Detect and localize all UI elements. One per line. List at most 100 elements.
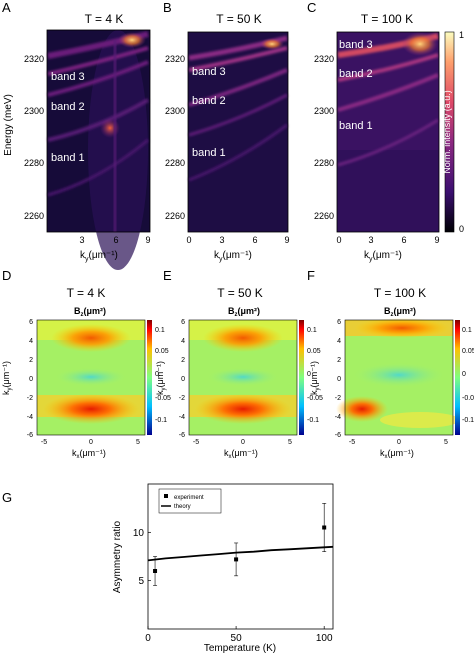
field-ytick-e: 0 [181, 376, 185, 383]
field-cbar-tick-e: 0 [307, 371, 311, 378]
spectrum-xtick-c: 9 [434, 235, 439, 245]
field-colorbar-ticks-e: 0.1 0.05 0 -0.05 -0.1 [307, 327, 323, 424]
spectrum-ytick-b: 2320 [165, 54, 185, 64]
spectrum-xtick-b: 0 [186, 235, 191, 245]
x-label-subscript: y [85, 256, 89, 263]
spectrum-x-axis-label-b: ky(μm⁻¹) [214, 250, 252, 263]
field-ytick-f: 6 [337, 319, 341, 326]
spectrum-x-axis-label-c: ky(μm⁻¹) [364, 250, 402, 263]
x-tick-label: 100 [316, 633, 333, 644]
x-label-unit: (μm⁻¹) [373, 250, 402, 261]
x-label-symbol: k [72, 448, 77, 458]
map-label: Bz(μm²) [384, 306, 416, 318]
y-axis-label: Asymmetry ratio [112, 520, 123, 593]
field-colorbar-ticks-f: 0.1 0.05 0 -0.05 -0.1 [462, 327, 474, 424]
map-label: Bz(μm²) [74, 306, 106, 318]
map-label-subscript: z [391, 312, 394, 318]
field-ytick-e: 6 [181, 319, 185, 326]
spectrum-x-ticks-c: 0 3 6 9 [336, 235, 439, 245]
y-label-unit: (μm⁻¹) [1, 361, 11, 387]
field-ytick-d: 0 [29, 376, 33, 383]
spectrum-ytick-b: 2260 [165, 211, 185, 221]
x-label-unit: (μm⁻¹) [80, 448, 106, 458]
map-label-subscript: z [81, 312, 84, 318]
field-y-ticks-d: 6 4 2 0 -2 -4 -6 [27, 319, 33, 439]
y-label-symbol: k [309, 390, 319, 395]
field-xtick-e: 5 [288, 439, 292, 446]
data-point [322, 525, 327, 530]
panel-letter-a: A [2, 0, 11, 15]
field-y-ticks-e: 6 4 2 0 -2 -4 -6 [179, 319, 185, 439]
x-axis-label: Temperature (K) [204, 643, 276, 654]
x-label-unit: (μm⁻¹) [223, 250, 252, 261]
spectrum-title-100k: T = 100 K [361, 12, 413, 26]
band-1-label-100k: band 1 [339, 120, 373, 132]
field-y-ticks-f: 6 4 2 0 -2 -4 -6 [335, 319, 341, 439]
spectrum-ytick-b: 2280 [165, 158, 185, 168]
spectrum-xtick-c: 3 [368, 235, 373, 245]
x-label-subscript: x [385, 454, 388, 460]
field-xtick-d: 0 [89, 439, 93, 446]
field-cbar-tick-f: 0 [462, 371, 466, 378]
y-label-unit: (μm⁻¹) [309, 361, 319, 387]
band-3-label-4k: band 3 [51, 71, 85, 83]
spectrum-xtick-a: 3 [79, 235, 84, 245]
legend-box [158, 488, 222, 514]
spectrum-xtick-b: 3 [219, 235, 224, 245]
field-cbar-tick-f: 0.05 [462, 348, 474, 355]
field-cbar-tick-d: 0.05 [155, 348, 169, 355]
theory-line [147, 545, 334, 562]
field-ytick-f: -4 [335, 414, 341, 421]
field-cbar-tick-e: 0.1 [307, 327, 317, 334]
field-title-4k: T = 4 K [67, 286, 106, 300]
x-tick-label: 50 [231, 633, 243, 644]
x-label-symbol: k [224, 448, 229, 458]
field-y-axis-label-f: ky(μm⁻¹) [309, 361, 321, 395]
field-xtick-e: -5 [193, 439, 199, 446]
x-label-symbol: k [80, 250, 86, 261]
spectrum-xtick-c: 6 [401, 235, 406, 245]
field-cbar-tick-f: 0.1 [462, 327, 472, 334]
spectrum-xtick-b: 9 [284, 235, 289, 245]
field-xtick-d: -5 [41, 439, 47, 446]
spectrum-map-100k: band 3 band 2 band 1 [336, 31, 440, 233]
field-x-axis-label-e: kx(μm⁻¹) [224, 448, 258, 460]
plot-frame [147, 483, 334, 630]
panel-letter-d: D [2, 268, 11, 283]
field-ytick-e: 4 [181, 338, 185, 345]
spectrum-xtick-a: 6 [113, 235, 118, 245]
map-label: Bz(μm²) [228, 306, 260, 318]
field-ytick-f: -2 [335, 395, 341, 402]
x-label-unit: (μm⁻¹) [232, 448, 258, 458]
field-cbar-tick-e: -0.1 [307, 417, 319, 424]
spectrum-ytick-c: 2320 [314, 54, 334, 64]
x-label-symbol: k [364, 250, 370, 261]
legend-label-theory: theory [174, 504, 191, 510]
map-label-subscript: z [235, 312, 238, 318]
field-map-50k: Bz(μm²) [188, 306, 304, 436]
band-2-label-50k: band 2 [192, 95, 226, 107]
spectrum-map-50k: band 3 band 2 band 1 [187, 31, 289, 233]
spectrum-x-axis-label-a: ky(μm⁻¹) [80, 250, 118, 263]
x-label-unit: (μm⁻¹) [388, 448, 414, 458]
field-ytick-f: 0 [337, 376, 341, 383]
field-ytick-d: 2 [29, 357, 33, 364]
data-point [153, 569, 158, 573]
band-2-label-100k: band 2 [339, 68, 373, 80]
field-xtick-f: 5 [444, 439, 448, 446]
legend-label-experiment: experiment [174, 495, 204, 501]
colorbar-tick-max: 1 [459, 30, 464, 40]
field-x-ticks-e: -5 0 5 [193, 439, 292, 446]
spectrum-ytick-c: 2300 [314, 106, 334, 116]
spectrum-ytick-a: 2320 [24, 54, 44, 64]
x-label-subscript: x [229, 454, 232, 460]
panel-letter-g: G [2, 490, 12, 505]
field-cbar-tick-d: 0.1 [155, 327, 165, 334]
field-ytick-e: -2 [179, 395, 185, 402]
panel-letter-b: B [163, 0, 172, 15]
field-cbar-tick-d: -0.1 [155, 417, 167, 424]
field-cbar-tick-d: -0.05 [155, 395, 171, 402]
x-label-symbol: k [380, 448, 385, 458]
map-label-symbol: B [384, 306, 391, 316]
spectrum-xtick-b: 6 [252, 235, 257, 245]
